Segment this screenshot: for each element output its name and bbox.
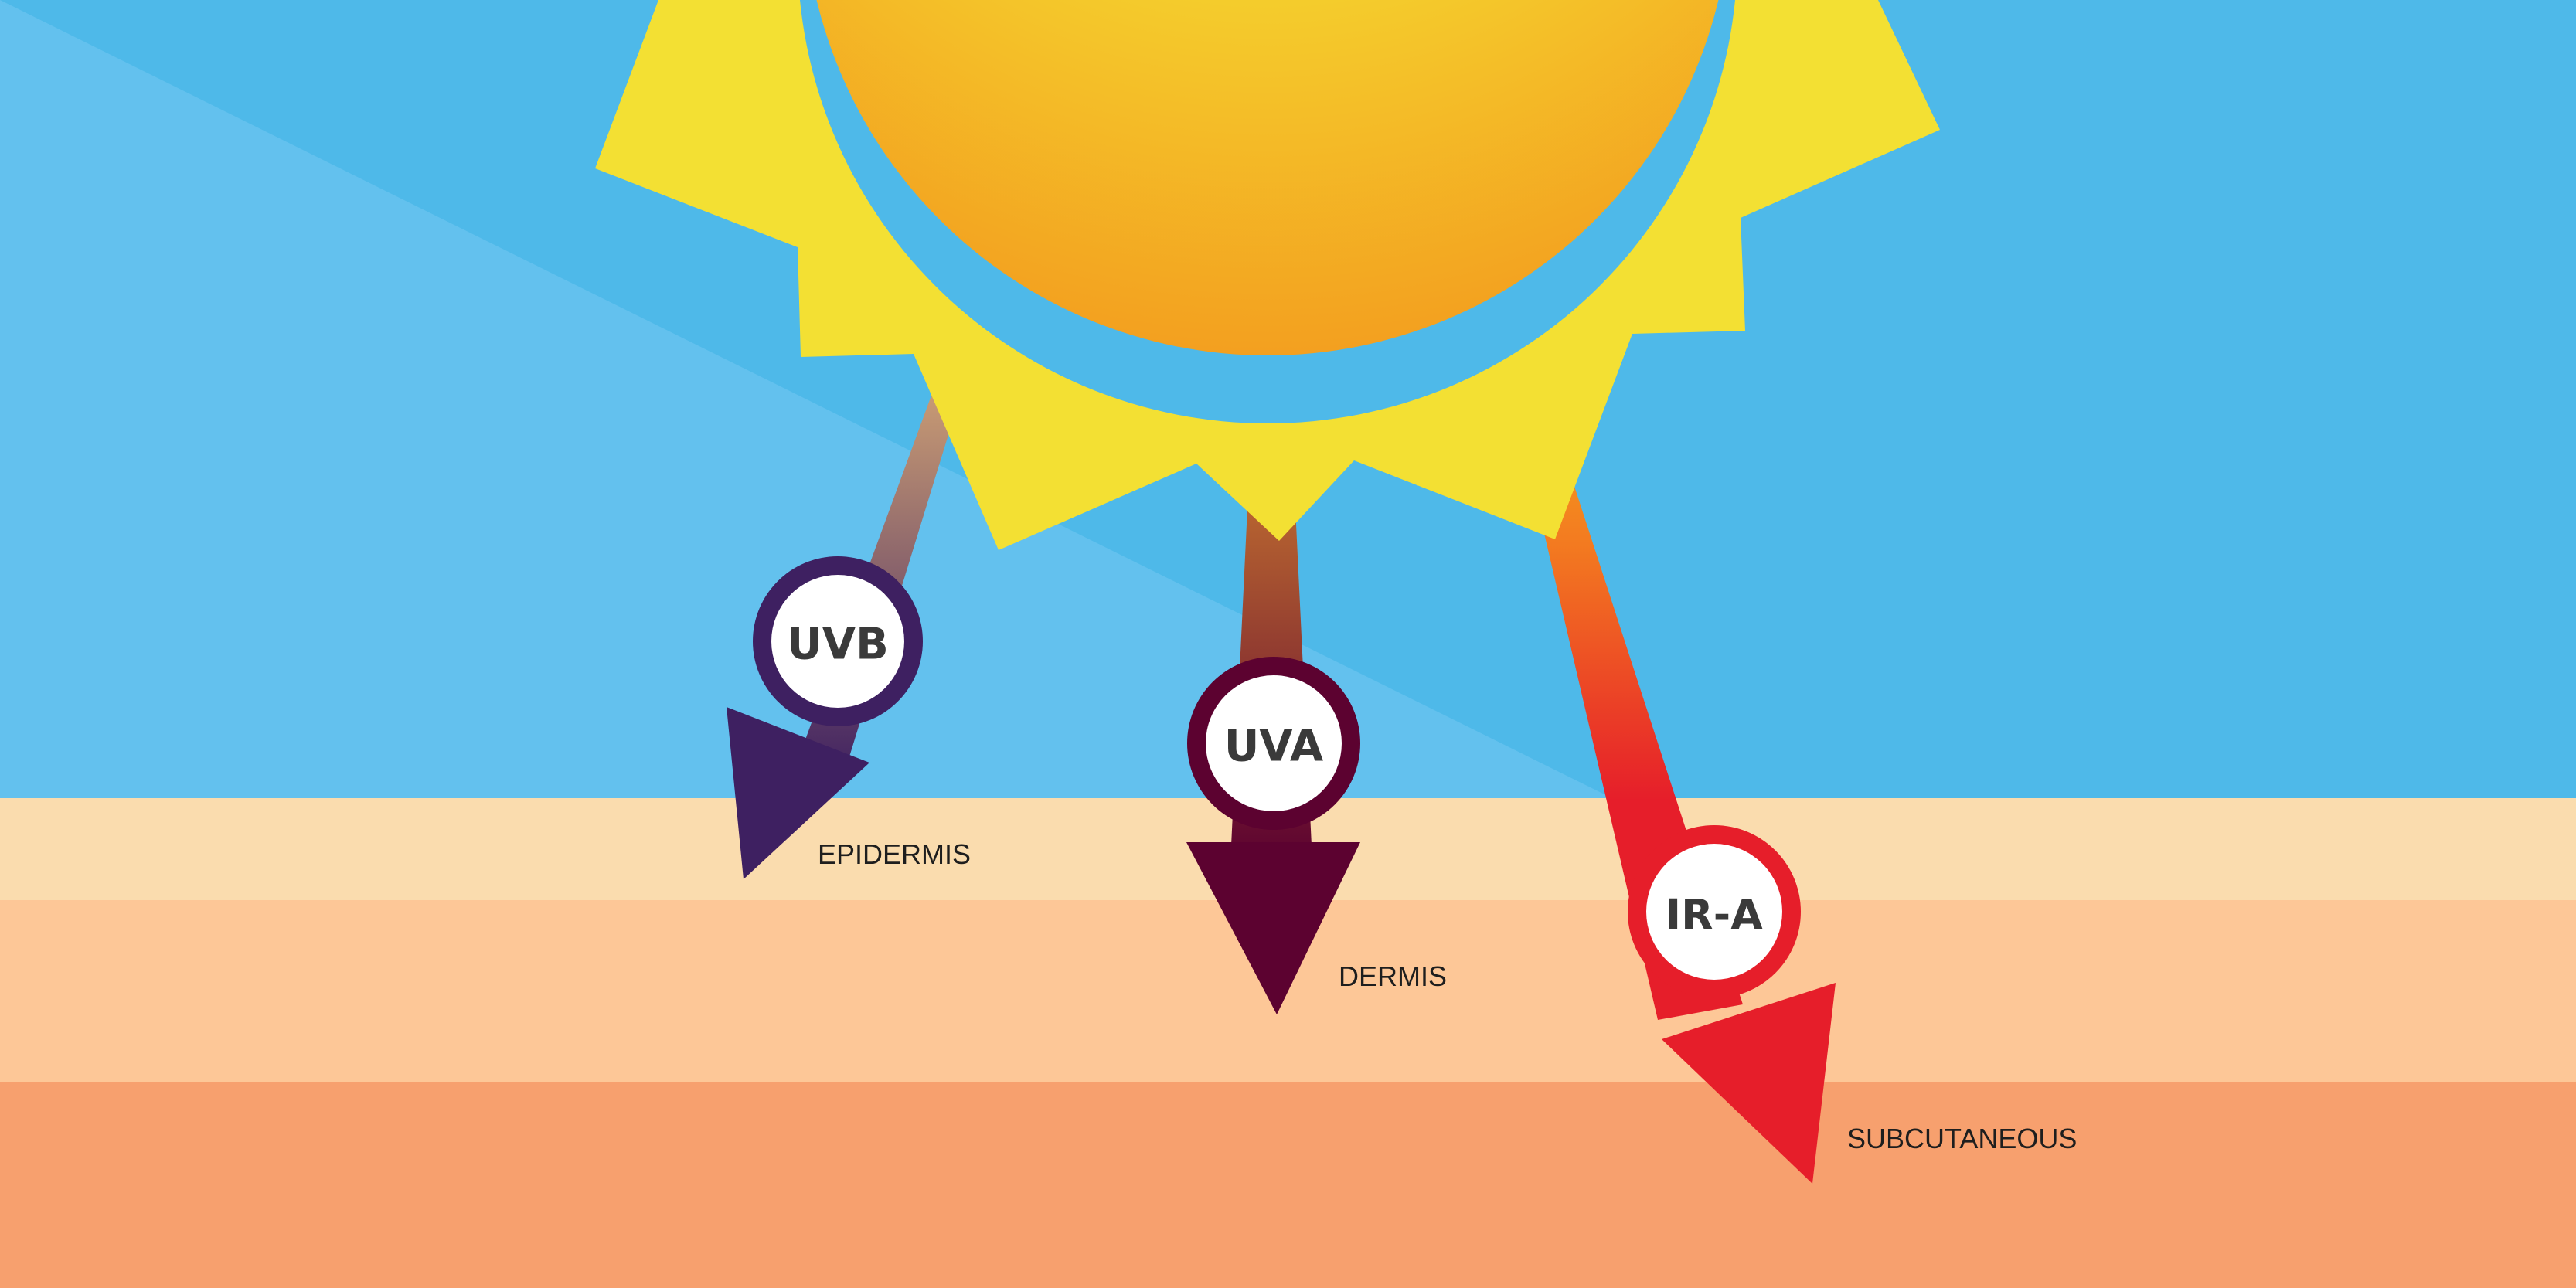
sky-highlight xyxy=(0,0,1623,804)
uvb-label: UVB xyxy=(787,620,889,670)
uvb-badge: UVB xyxy=(753,556,923,726)
ira-label: IR-A xyxy=(1666,891,1763,940)
dermis-label: DERMIS xyxy=(1339,960,1447,992)
ira-badge: IR-A xyxy=(1628,825,1801,998)
subcutaneous-layer xyxy=(0,1082,2576,1288)
uva-badge: UVA xyxy=(1187,657,1360,830)
sun-body xyxy=(816,0,1719,355)
uvb-arrowhead xyxy=(727,707,869,879)
subcutaneous-label: SUBCUTANEOUS xyxy=(1847,1123,2077,1154)
ira-arrowhead xyxy=(1662,983,1836,1184)
uva-arrowhead xyxy=(1186,842,1360,1014)
epidermis-label: EPIDERMIS xyxy=(818,838,971,870)
uva-label: UVA xyxy=(1224,722,1324,772)
